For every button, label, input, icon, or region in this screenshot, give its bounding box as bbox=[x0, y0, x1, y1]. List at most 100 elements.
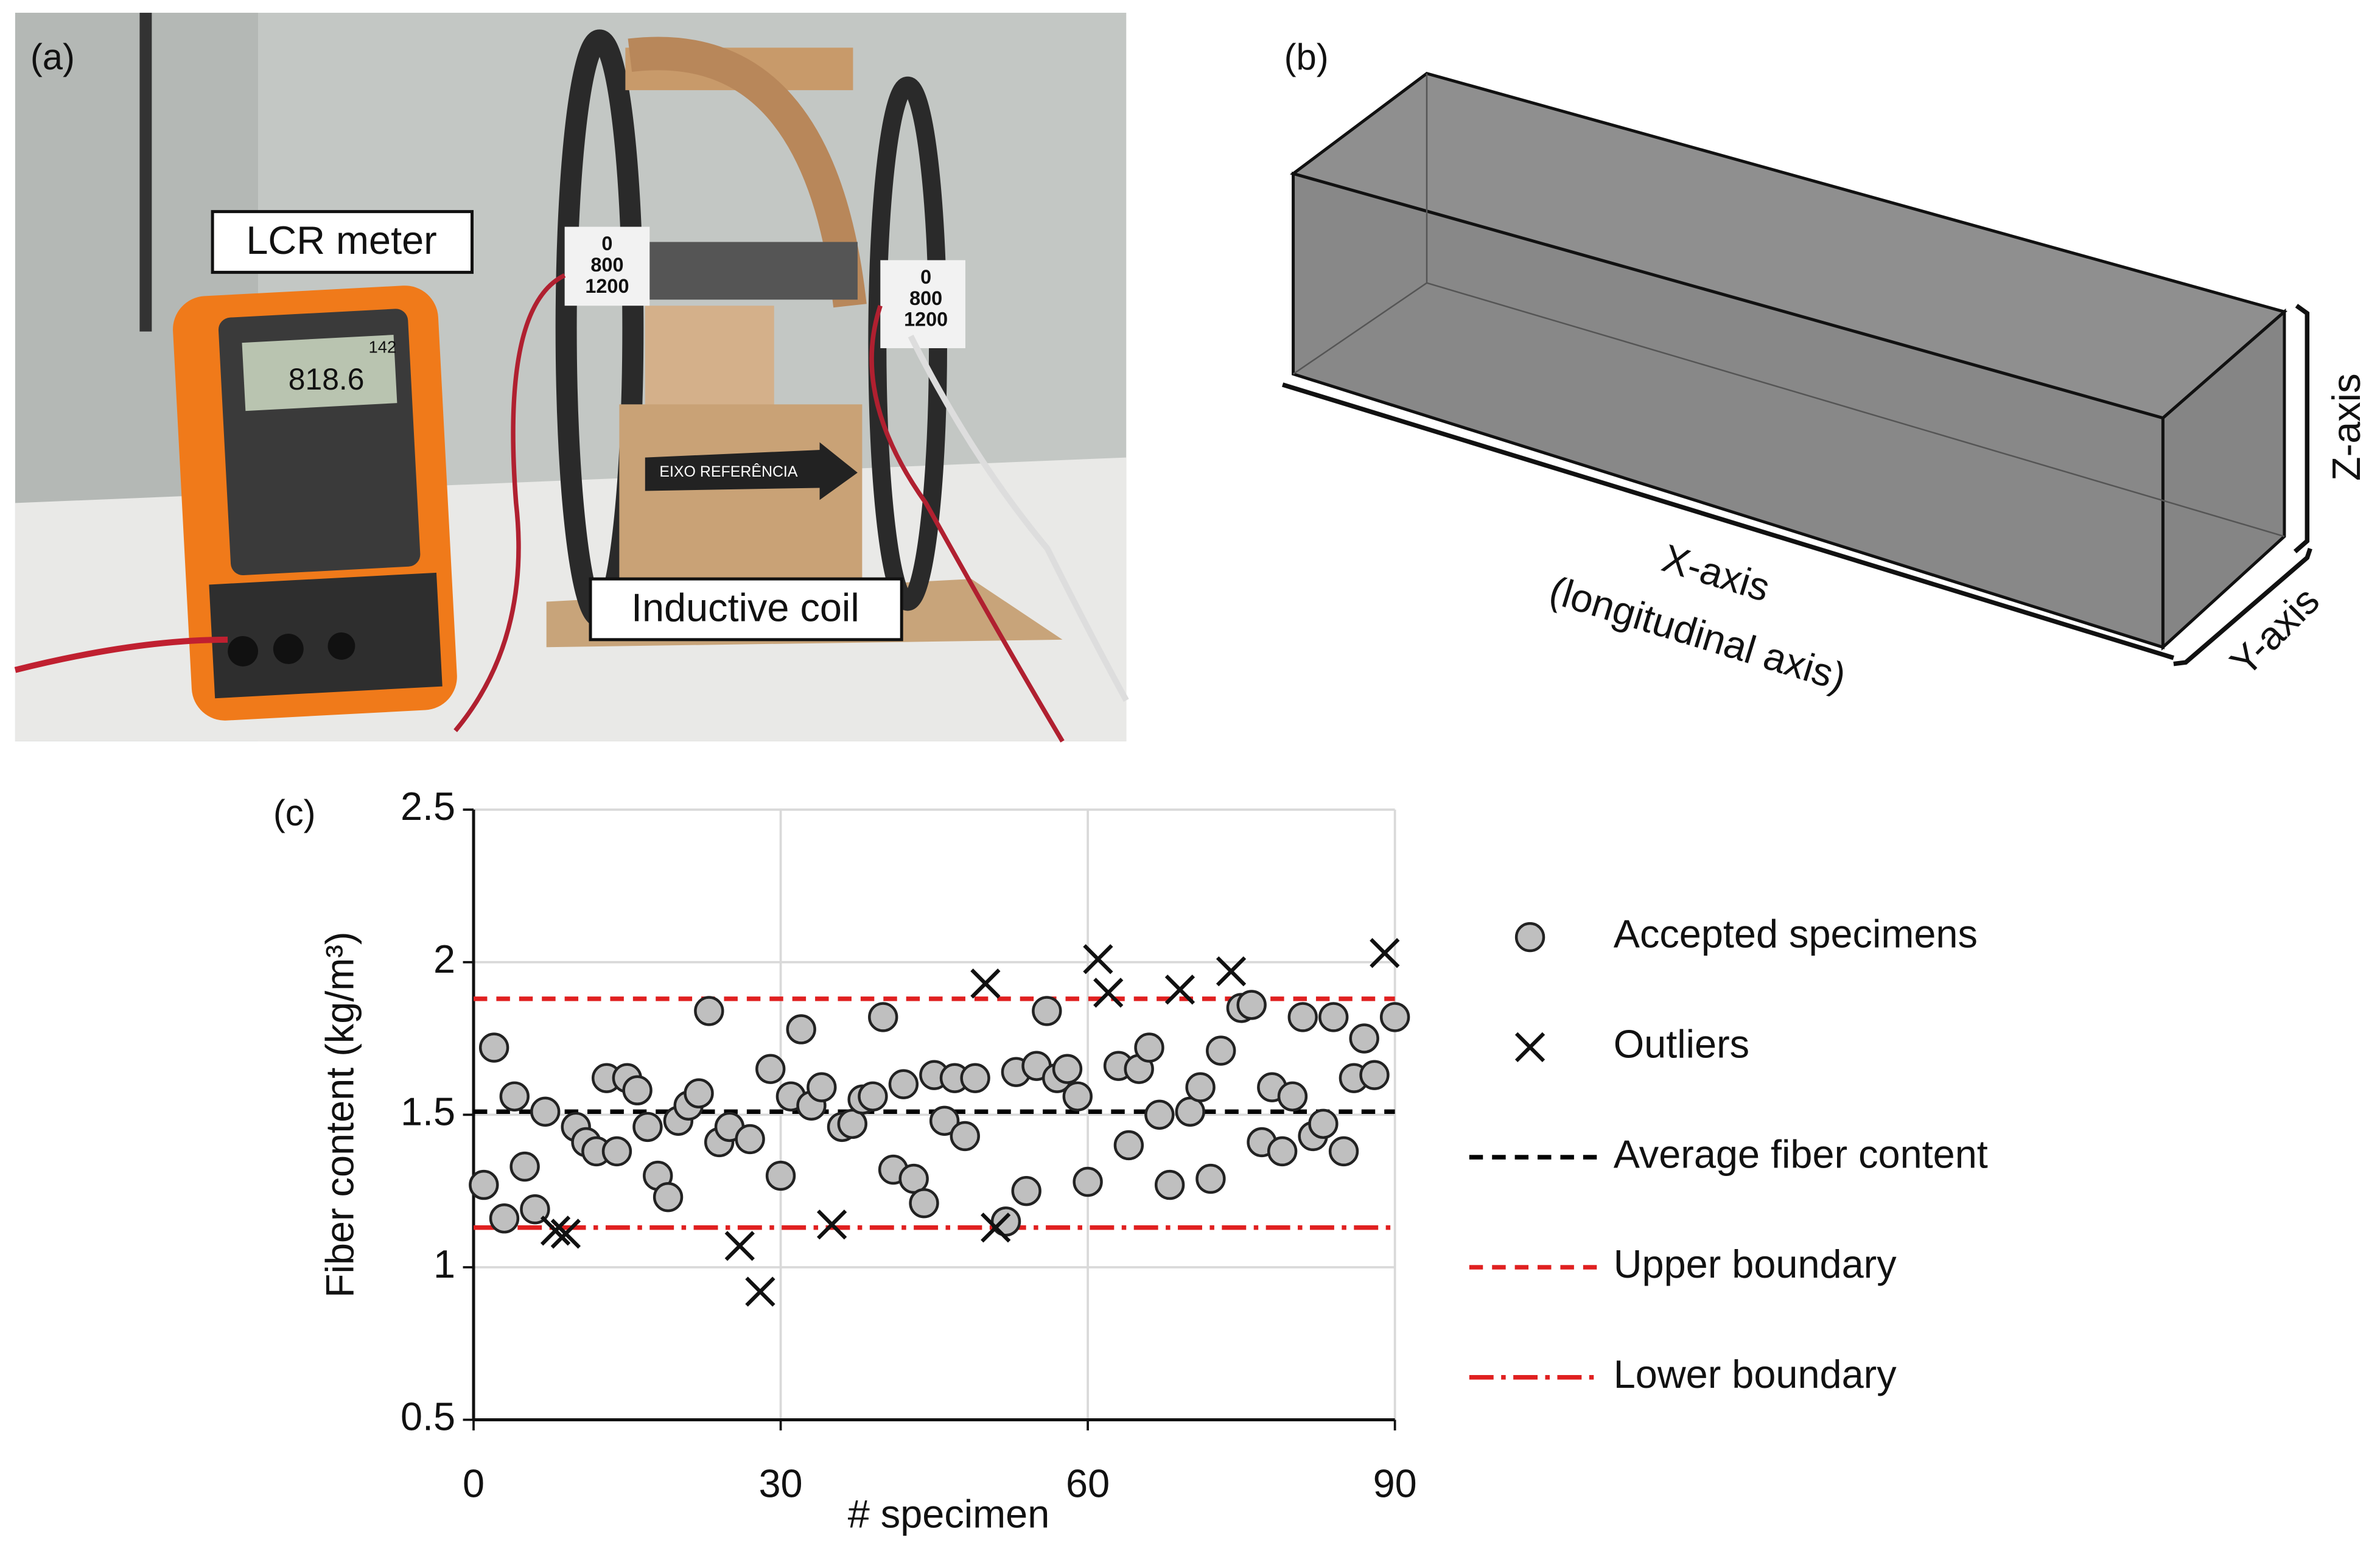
data-point bbox=[816, 1209, 847, 1240]
data-point bbox=[909, 1188, 939, 1219]
data-point bbox=[745, 1276, 775, 1307]
data-point bbox=[1154, 1169, 1185, 1200]
data-point bbox=[489, 1203, 520, 1234]
data-point bbox=[1287, 1002, 1318, 1032]
legend-marker bbox=[1514, 922, 1545, 953]
data-point bbox=[1062, 1081, 1093, 1111]
data-point bbox=[1370, 938, 1400, 968]
panel-label: (c) bbox=[273, 793, 316, 833]
data-point bbox=[786, 1014, 816, 1045]
y-tick-label: 2 bbox=[433, 937, 455, 981]
data-point bbox=[1134, 1032, 1164, 1063]
data-point bbox=[1267, 1136, 1298, 1167]
x-tick-label: 0 bbox=[463, 1461, 485, 1505]
panel-label: (a) bbox=[30, 37, 75, 77]
data-point bbox=[520, 1194, 550, 1225]
data-point bbox=[632, 1111, 663, 1143]
x-tick-label: 60 bbox=[1066, 1461, 1110, 1505]
data-point bbox=[1308, 1108, 1339, 1139]
panel-label: (b) bbox=[1284, 37, 1329, 77]
data-point bbox=[1277, 1081, 1308, 1111]
data-point bbox=[684, 1078, 714, 1108]
data-point bbox=[1113, 1130, 1144, 1161]
data-point bbox=[478, 1032, 509, 1063]
label-box bbox=[589, 577, 903, 642]
data-point bbox=[1011, 1175, 1041, 1206]
data-point bbox=[540, 1216, 571, 1246]
data-point bbox=[1195, 1163, 1226, 1194]
data-point bbox=[653, 1181, 684, 1213]
z-axis-label: Z-axis bbox=[2324, 373, 2368, 480]
legend-label: Upper boundary bbox=[1614, 1242, 1897, 1286]
data-point bbox=[1093, 978, 1124, 1008]
data-point bbox=[530, 1096, 561, 1127]
data-point bbox=[1216, 956, 1247, 987]
data-point bbox=[888, 1069, 919, 1099]
meter-small-reading: 142 bbox=[369, 337, 397, 356]
data-point bbox=[1328, 1136, 1359, 1167]
data-point bbox=[1185, 1072, 1216, 1102]
data-point bbox=[1236, 990, 1267, 1020]
data-point bbox=[929, 1105, 960, 1136]
tap-label: 800 bbox=[590, 254, 623, 276]
x-tick-label: 30 bbox=[758, 1461, 802, 1505]
data-point bbox=[724, 1231, 755, 1261]
y-axis-title: Fiber content (kg/m³) bbox=[318, 932, 362, 1298]
legend-label: Accepted specimens bbox=[1614, 912, 1978, 956]
y-tick-label: 0.5 bbox=[401, 1395, 455, 1439]
data-point bbox=[509, 1151, 540, 1182]
photo: 818.6 142 EIXO REFERÊNCIA 00800800120012… bbox=[14, 12, 1129, 743]
data-point bbox=[981, 1213, 1011, 1243]
specimen-box bbox=[1282, 71, 2312, 667]
data-point bbox=[1206, 1035, 1236, 1066]
data-point bbox=[694, 996, 724, 1026]
data-point bbox=[970, 968, 1001, 999]
legend-label: Average fiber content bbox=[1614, 1132, 1988, 1176]
y-tick-label: 1 bbox=[433, 1242, 455, 1286]
meter-reading: 818.6 bbox=[289, 362, 365, 396]
data-point bbox=[960, 1063, 990, 1093]
data-point bbox=[1379, 1002, 1410, 1032]
data-point bbox=[1052, 1054, 1083, 1084]
data-point bbox=[469, 1169, 499, 1200]
label-box bbox=[211, 210, 474, 274]
data-point bbox=[1164, 975, 1195, 1005]
data-point bbox=[990, 1206, 1021, 1237]
data-point bbox=[1144, 1099, 1175, 1130]
tap-label: 1200 bbox=[904, 309, 948, 331]
tap-label: 800 bbox=[909, 287, 942, 309]
reference-text: EIXO REFERÊNCIA bbox=[659, 463, 797, 480]
tap-label: 1200 bbox=[585, 275, 629, 297]
data-point bbox=[499, 1081, 530, 1111]
legend-label: Outliers bbox=[1614, 1021, 1749, 1066]
data-point bbox=[735, 1124, 765, 1155]
data-point bbox=[765, 1160, 796, 1191]
data-point bbox=[550, 1219, 581, 1249]
data-point bbox=[868, 1002, 898, 1032]
data-point bbox=[622, 1075, 653, 1105]
data-point bbox=[1359, 1060, 1390, 1090]
x-axis-label: X-axis bbox=[1657, 536, 1776, 610]
data-point bbox=[1073, 1166, 1103, 1197]
legend-label: Lower boundary bbox=[1614, 1352, 1897, 1396]
meter-label: LCR meter bbox=[246, 218, 436, 262]
data-point bbox=[807, 1072, 837, 1102]
coil-label: Inductive coil bbox=[631, 586, 859, 630]
data-point bbox=[1349, 1023, 1379, 1054]
y-axis-label: Y-axis bbox=[2221, 578, 2328, 685]
data-point bbox=[1083, 944, 1113, 975]
y-tick-label: 1.5 bbox=[401, 1089, 455, 1133]
chart: 0.5 1 1.5 2 2.5 0 30 60 90 Accepted specimens Outl… bbox=[401, 784, 1988, 1505]
data-point bbox=[1032, 996, 1062, 1026]
data-point bbox=[950, 1121, 980, 1152]
tap-label: 0 bbox=[601, 233, 612, 254]
data-point bbox=[1318, 1002, 1349, 1032]
tap-label: 0 bbox=[920, 266, 931, 288]
x-tick-label: 90 bbox=[1373, 1461, 1417, 1505]
data-point bbox=[601, 1136, 632, 1167]
y-tick-label: 2.5 bbox=[401, 784, 455, 828]
data-point bbox=[858, 1081, 888, 1111]
data-point bbox=[755, 1054, 786, 1084]
